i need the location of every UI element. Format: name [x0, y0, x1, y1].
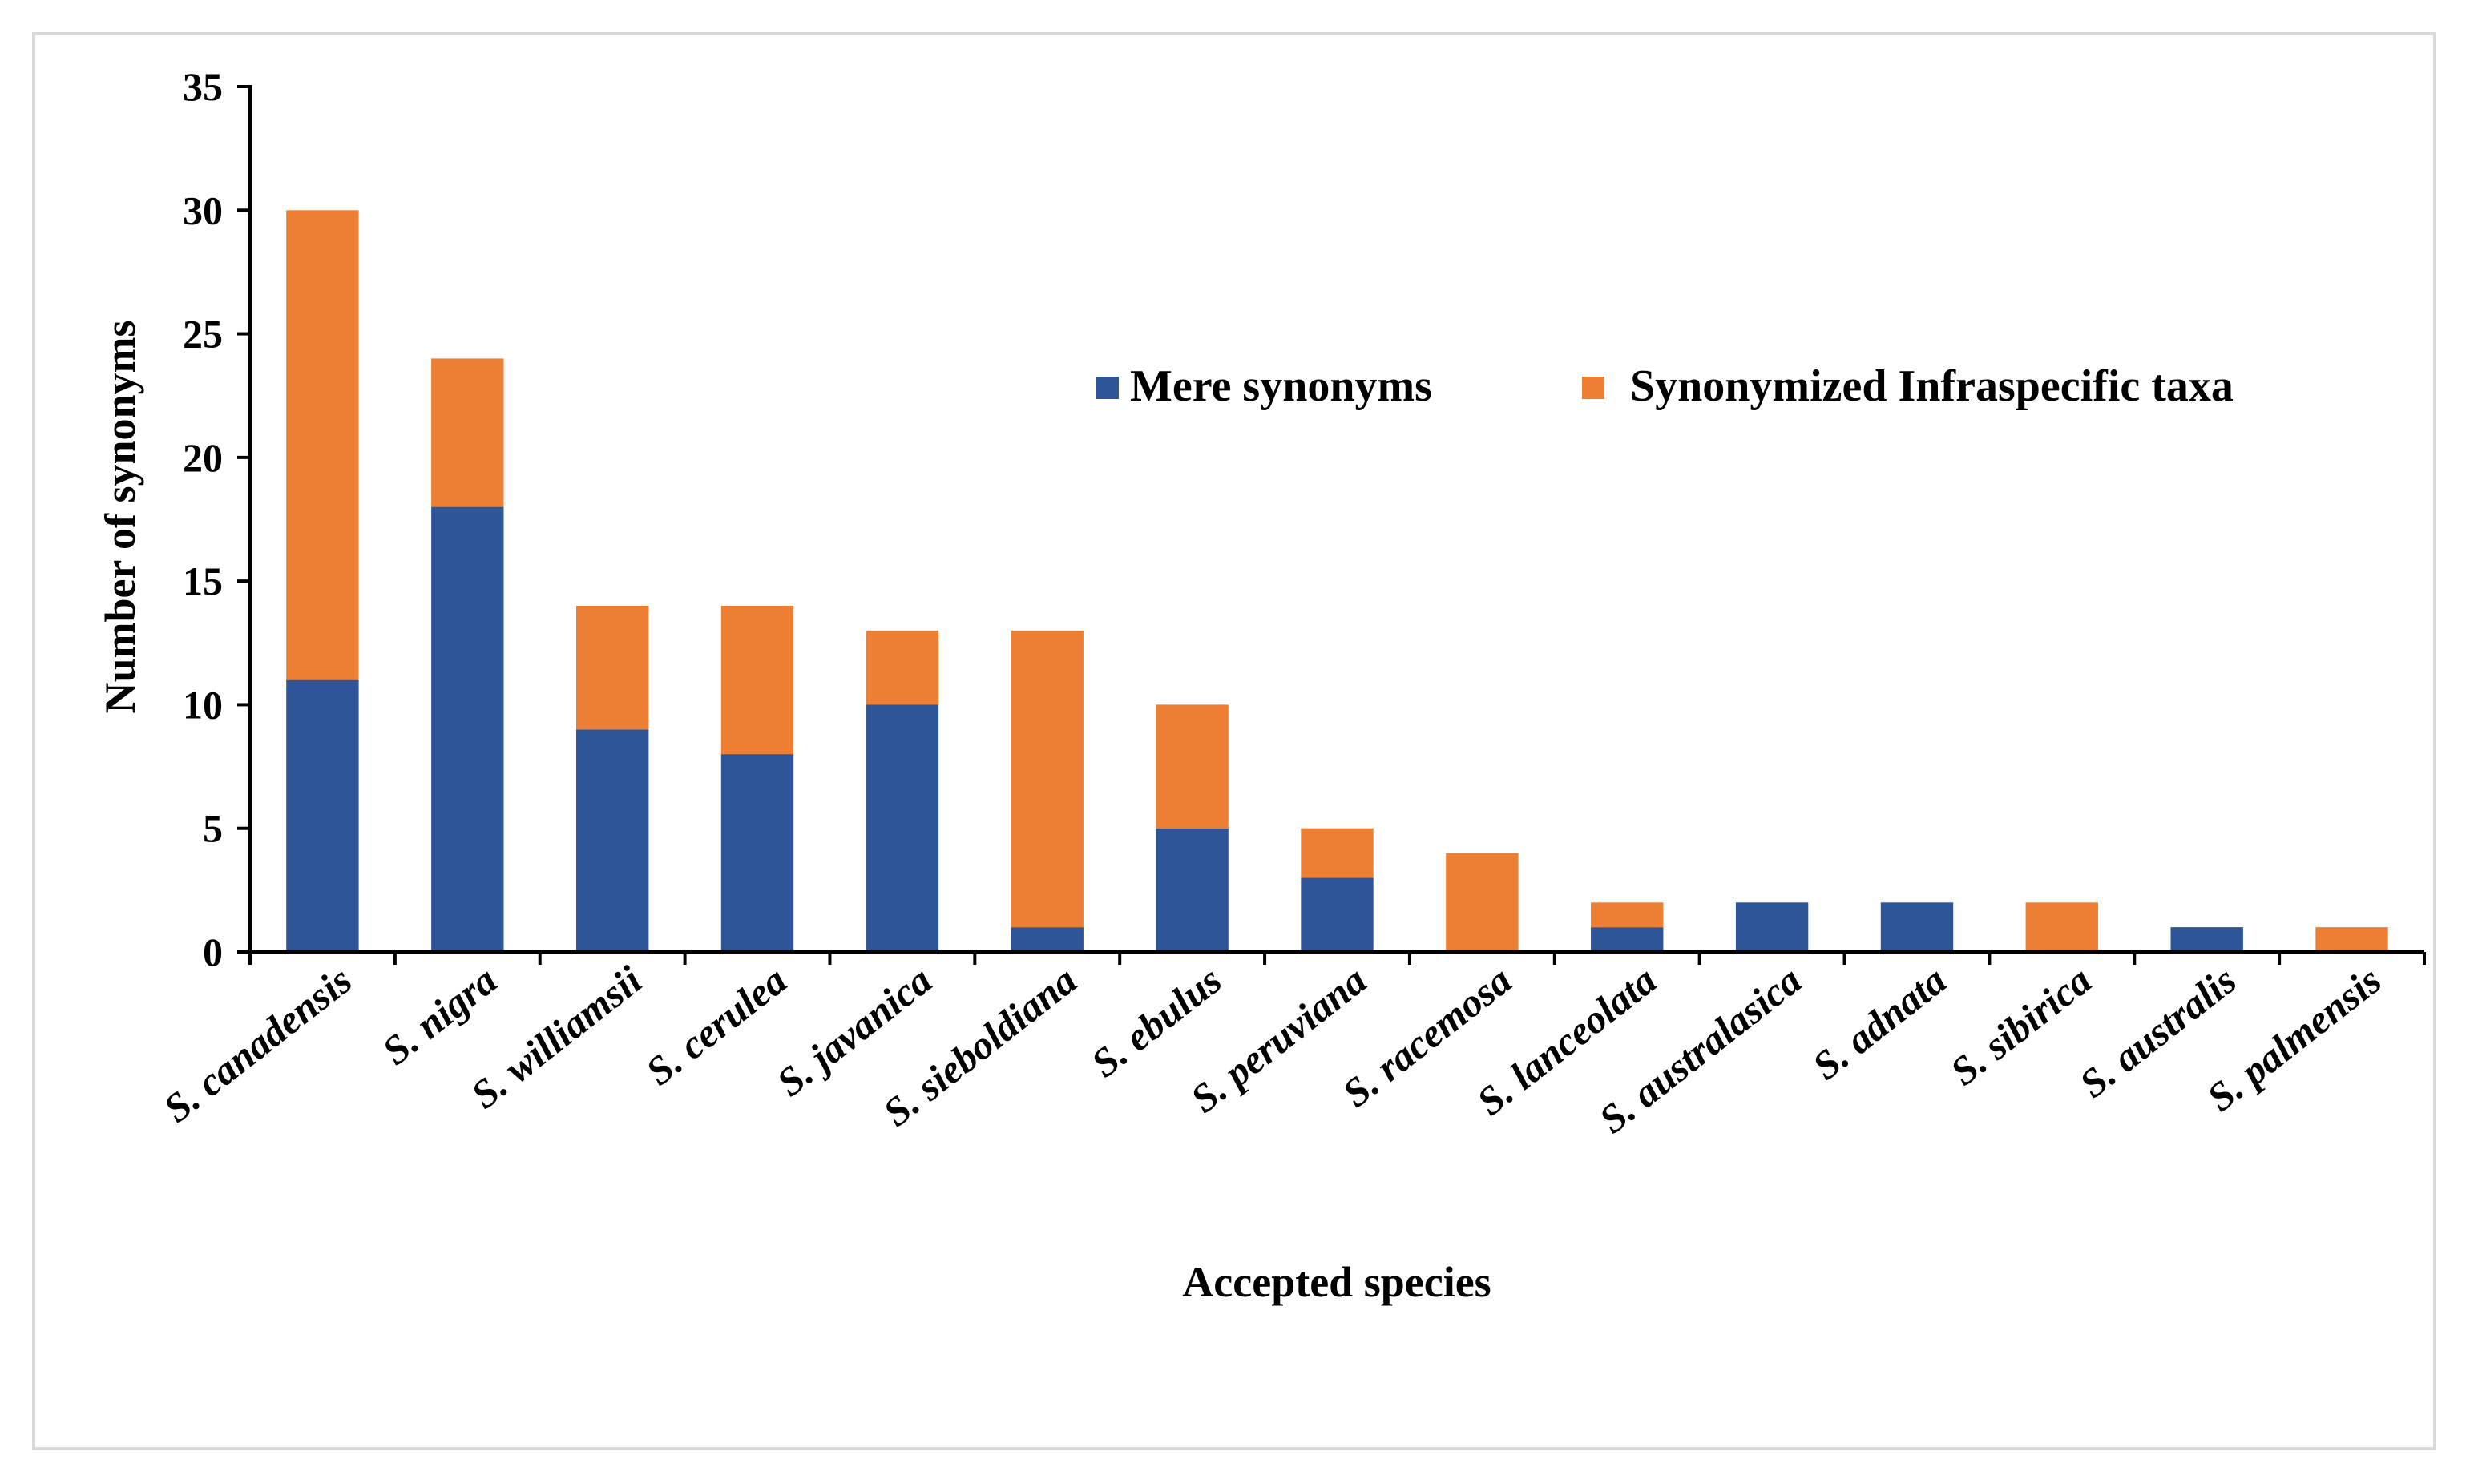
y-tick-label: 15 — [183, 559, 223, 603]
y-tick-label: 5 — [203, 806, 223, 851]
bar-infra-0 — [286, 210, 359, 680]
bar-infra-1 — [431, 358, 504, 507]
y-tick-label: 30 — [183, 188, 223, 232]
bar-infra-5 — [1011, 630, 1084, 928]
bar-infra-12 — [2025, 902, 2098, 952]
bar-mere-9 — [1591, 927, 1664, 952]
x-category-label: S. adnata — [1804, 958, 1955, 1089]
bar-mere-5 — [1011, 927, 1084, 952]
y-ticks-layer: 0 5 10 15 20 25 30 35 — [183, 64, 250, 974]
y-axis-title: Number of synonyms — [96, 320, 144, 713]
bar-mere-10 — [1735, 902, 1809, 952]
bars-layer — [286, 210, 2388, 952]
bar-infra-2 — [576, 606, 649, 730]
legend: Mere synonyms Synonymized Infraspecific … — [1096, 361, 2234, 411]
x-category-label: S. nigra — [373, 958, 505, 1074]
bar-mere-11 — [1880, 902, 1954, 952]
y-tick-label: 0 — [203, 930, 223, 974]
bar-mere-7 — [1301, 877, 1374, 952]
bar-infra-9 — [1591, 902, 1664, 928]
bar-mere-13 — [2170, 927, 2243, 952]
bar-infra-6 — [1156, 704, 1229, 829]
bar-infra-7 — [1301, 828, 1374, 878]
bar-infra-14 — [2315, 927, 2388, 952]
x-axis-title: Accepted species — [1182, 1258, 1491, 1306]
legend-swatch-mere-synonyms — [1096, 377, 1119, 399]
bar-infra-4 — [866, 630, 939, 705]
bar-infra-3 — [720, 606, 794, 755]
bar-mere-0 — [286, 679, 359, 952]
x-category-label: S. canadensis — [155, 958, 361, 1131]
legend-label-infraspecific-taxa: Synonymized Infraspecific taxa — [1630, 361, 2234, 411]
axes-layer — [248, 85, 2424, 954]
y-tick-label: 20 — [183, 435, 223, 480]
bar-infra-8 — [1446, 853, 1519, 952]
bar-mere-1 — [431, 506, 504, 952]
legend-label-mere-synonyms: Mere synonyms — [1130, 361, 1432, 411]
y-tick-label: 35 — [183, 64, 223, 109]
bar-mere-6 — [1156, 828, 1229, 952]
bar-mere-3 — [720, 754, 794, 952]
y-tick-label: 25 — [183, 312, 223, 357]
bar-mere-4 — [866, 704, 939, 952]
y-tick-label: 10 — [183, 682, 223, 727]
legend-swatch-infraspecific-taxa — [1582, 377, 1604, 399]
bar-mere-2 — [576, 729, 649, 952]
